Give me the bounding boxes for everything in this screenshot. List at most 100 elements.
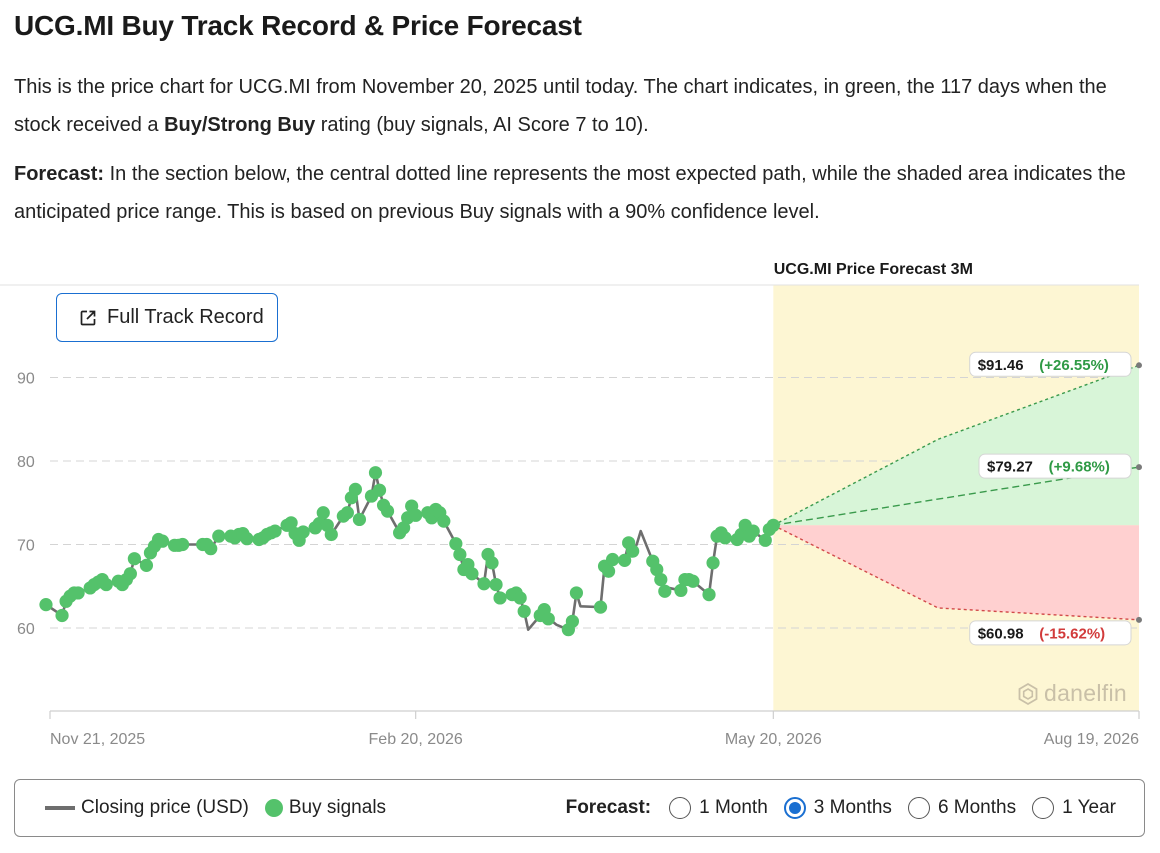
buy-signal-dot bbox=[340, 506, 354, 520]
buy-signal-dot bbox=[453, 547, 467, 562]
forecast-option-1-month[interactable]: 1 Month bbox=[669, 797, 768, 819]
buy-signal-dot bbox=[485, 556, 499, 570]
intro-paragraph: This is the price chart for UCG.MI from … bbox=[14, 68, 1149, 144]
buy-signal-dot bbox=[493, 591, 507, 605]
forecast-option-1-year[interactable]: 1 Year bbox=[1032, 797, 1116, 819]
buy-signal-dot bbox=[409, 508, 423, 522]
buy-signal-dot bbox=[517, 604, 531, 618]
forecast-low-label-box bbox=[969, 620, 1132, 646]
forecast-upside-area bbox=[773, 365, 1139, 526]
y-tick-label: 60 bbox=[17, 621, 35, 638]
buy-signal-dot bbox=[746, 524, 760, 538]
radio-label: 1 Year bbox=[1062, 797, 1116, 818]
buy-signal-dot bbox=[176, 537, 190, 552]
danelfin-logo-icon bbox=[1018, 682, 1038, 705]
full-track-record-button[interactable]: Full Track Record bbox=[56, 293, 278, 342]
forecast-high-end-dot bbox=[1136, 362, 1142, 369]
x-tick-label: Feb 20, 2026 bbox=[369, 731, 463, 748]
buy-signal-dot bbox=[284, 516, 298, 530]
forecast-high-line bbox=[772, 364, 1140, 526]
y-tick-label: 70 bbox=[17, 538, 35, 555]
buy-signal-dot bbox=[618, 553, 632, 567]
buy-signal-dot bbox=[706, 556, 720, 570]
buy-signal-dot bbox=[654, 572, 668, 587]
buy-signal-dot bbox=[308, 521, 322, 535]
buy-signal-dot bbox=[569, 586, 584, 600]
watermark-text: danelfin bbox=[1044, 680, 1127, 706]
buy-signal-dot bbox=[55, 608, 69, 623]
buy-signal-dot bbox=[601, 564, 616, 578]
price-chart: 60 70 80 90 $91.46 (+26.55%) $79.27 (+9.68%) $60… bbox=[0, 261, 1142, 748]
forecast-mid-price: $79.27 bbox=[987, 459, 1033, 476]
buy-signal-dot bbox=[758, 533, 772, 547]
forecast-downside-area bbox=[773, 525, 1139, 620]
buy-signal-dot bbox=[324, 527, 338, 542]
buy-signal-dot bbox=[397, 521, 411, 535]
radio-circle[interactable] bbox=[669, 797, 692, 819]
y-tick-label: 90 bbox=[17, 371, 35, 388]
forecast-high-label-box bbox=[969, 351, 1132, 377]
x-tick-label: May 20, 2026 bbox=[725, 731, 822, 748]
intro-text-2: rating (buy signals, AI Score 7 to 10). bbox=[315, 114, 649, 136]
intro-text-1: This is the price chart for UCG.MI from … bbox=[14, 76, 1107, 136]
buy-signal-dot bbox=[204, 542, 218, 556]
radio-label: 6 Months bbox=[937, 797, 1017, 818]
forecast-high-change: (+26.55%) bbox=[1039, 357, 1109, 374]
buy-signal-dot bbox=[268, 524, 282, 538]
buy-signal-dot bbox=[368, 466, 383, 480]
intro-bold: Buy/Strong Buy bbox=[164, 114, 316, 136]
buy-signal-dot bbox=[477, 577, 491, 591]
x-tick-label: Nov 21, 2025 bbox=[50, 731, 145, 748]
buy-signal-dot bbox=[127, 552, 141, 566]
buy-signal-dot bbox=[296, 525, 310, 539]
x-tick-label: Aug 19, 2026 bbox=[1044, 731, 1139, 748]
forecast-option-6-months[interactable]: 6 Months bbox=[907, 797, 1017, 819]
page-title: UCG.MI Buy Track Record & Price Forecast bbox=[14, 10, 582, 41]
buy-signal-dot bbox=[513, 591, 527, 605]
forecast-low-price: $60.98 bbox=[978, 625, 1024, 642]
buy-signal-dot bbox=[593, 600, 608, 614]
buy-signal-dot bbox=[650, 562, 664, 577]
forecast-title: UCG.MI Price Forecast 3M bbox=[774, 261, 973, 278]
buy-signal-dot bbox=[71, 586, 85, 600]
radio-circle[interactable] bbox=[907, 797, 930, 819]
buy-signal-dot bbox=[766, 518, 780, 532]
buy-signal-dot bbox=[348, 482, 363, 496]
forecast-text: In the section below, the central dotted… bbox=[14, 163, 1126, 223]
buy-signal-dot bbox=[605, 552, 620, 567]
forecast-mid-change: (+9.68%) bbox=[1049, 459, 1110, 476]
forecast-mid-end-dot bbox=[1136, 464, 1142, 471]
buy-signal-dot bbox=[565, 614, 579, 628]
forecast-low-line bbox=[773, 524, 1140, 621]
buy-signal-swatch bbox=[264, 799, 283, 817]
buy-signal-dot bbox=[702, 588, 716, 602]
buy-signal-dot bbox=[99, 577, 113, 592]
buy-signal-dot bbox=[437, 514, 451, 528]
buy-signal-dot bbox=[465, 567, 479, 581]
buy-signal-dot bbox=[39, 598, 53, 612]
forecast-option-3-months[interactable]: 3 Months bbox=[783, 797, 892, 819]
buy-signals-legend: Buy signals bbox=[288, 797, 387, 818]
buy-signal-dot bbox=[674, 583, 688, 598]
buy-signal-dot bbox=[686, 574, 700, 588]
y-tick-label: 80 bbox=[17, 454, 35, 471]
external-link-icon bbox=[80, 310, 96, 325]
buy-signal-dot bbox=[626, 544, 640, 558]
forecast-high-price: $91.46 bbox=[978, 357, 1024, 374]
buy-signal-dot bbox=[352, 512, 367, 527]
buy-signal-dot bbox=[123, 567, 137, 581]
forecast-low-change: (-15.62%) bbox=[1039, 625, 1105, 642]
buy-signal-dot bbox=[372, 483, 387, 497]
forecast-bold: Forecast: bbox=[14, 163, 105, 185]
radio-label: 3 Months bbox=[813, 797, 892, 818]
buy-signal-dot bbox=[155, 534, 170, 548]
chart-legend: Closing price (USD) Buy signals Forecast… bbox=[14, 779, 1145, 837]
forecast-low-end-dot bbox=[1136, 616, 1142, 623]
buy-signal-dot bbox=[658, 584, 672, 598]
radio-circle[interactable] bbox=[783, 797, 806, 819]
radio-circle[interactable] bbox=[1032, 797, 1055, 819]
forecast-label: Forecast: bbox=[565, 797, 652, 818]
closing-price-legend: Closing price (USD) bbox=[81, 797, 249, 818]
buy-signal-dot bbox=[316, 506, 330, 520]
buy-signal-dot bbox=[541, 612, 555, 626]
